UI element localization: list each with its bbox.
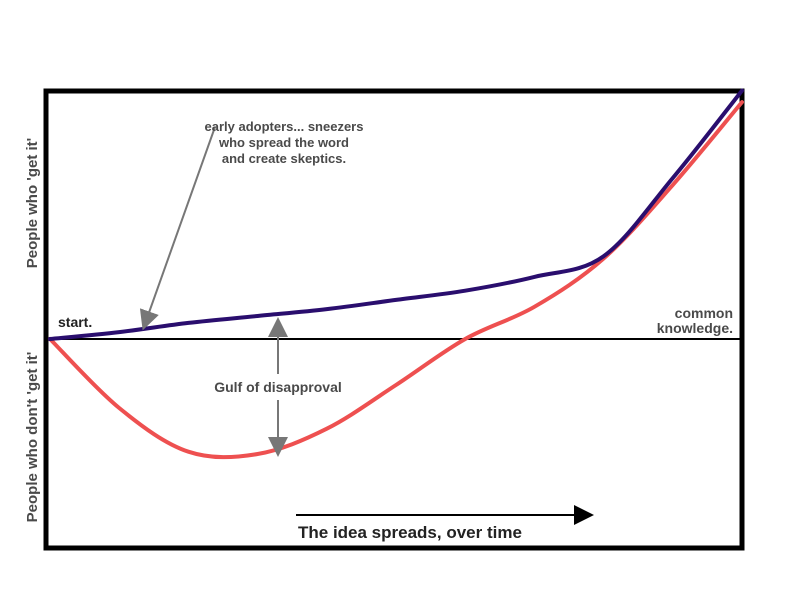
adopters-annotation-line3: and create skeptics. — [222, 151, 346, 166]
gulf-label: Gulf of disapproval — [214, 379, 342, 395]
start-label: start. — [58, 314, 92, 330]
common-knowledge-line2: knowledge. — [657, 320, 733, 336]
x-axis-label: The idea spreads, over time — [298, 523, 522, 542]
adopters-annotation-line1: early adopters... sneezers — [205, 119, 364, 134]
y-axis-label-bottom: People who don't 'get it' — [24, 352, 41, 523]
plot-frame — [43, 88, 745, 551]
adopters-annotation-line2: who spread the word — [218, 135, 349, 150]
y-axis-label-top: People who 'get it' — [24, 138, 41, 268]
common-knowledge-line1: common — [675, 305, 733, 321]
adopters-line — [48, 88, 744, 341]
adopters-annotation-arrow — [139, 126, 216, 331]
